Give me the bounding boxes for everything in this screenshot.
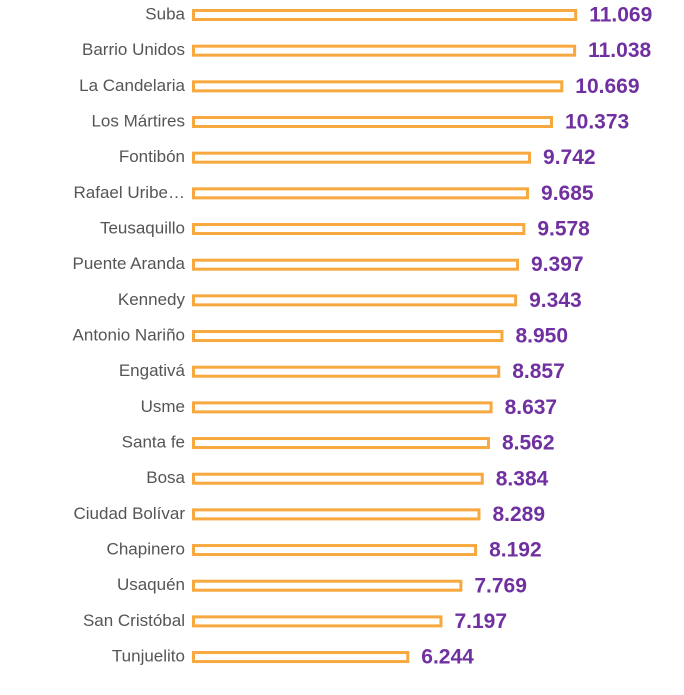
category-label: Usme (141, 397, 185, 416)
category-label: Suba (145, 4, 185, 23)
bar (192, 579, 463, 592)
category-label: Ciudad Bolívar (73, 504, 185, 523)
value-label: 10.373 (565, 111, 629, 134)
bar (192, 258, 520, 271)
category-label: Antonio Nariño (73, 326, 185, 345)
value-label: 8.950 (515, 325, 568, 348)
value-label: 9.397 (531, 253, 584, 276)
value-label: 7.197 (454, 610, 507, 633)
category-label: Kennedy (118, 290, 186, 309)
category-label: Engativá (119, 361, 186, 380)
bar (192, 294, 518, 307)
bar (192, 472, 484, 485)
bar (192, 401, 493, 414)
value-label: 8.289 (492, 503, 545, 526)
value-label: 8.562 (502, 432, 555, 455)
bar (192, 9, 578, 21)
category-label: Santa fe (122, 433, 185, 452)
bar (192, 365, 501, 378)
category-label: Puente Aranda (73, 254, 186, 273)
category-label: Fontibón (119, 147, 185, 166)
value-label: 9.343 (529, 289, 582, 312)
value-label: 11.038 (588, 39, 651, 62)
bar (192, 651, 410, 664)
value-label: 10.669 (575, 75, 639, 98)
bar (192, 223, 526, 236)
category-label: Los Mártires (91, 111, 185, 130)
bar (192, 615, 443, 628)
bar (192, 437, 490, 450)
value-label: 9.685 (541, 182, 594, 205)
category-label: La Candelaria (79, 76, 185, 95)
category-label: San Cristóbal (83, 611, 185, 630)
category-label: Bosa (146, 468, 185, 487)
category-label: Teusaquillo (100, 219, 185, 238)
category-label: Rafael Uribe… (74, 183, 186, 202)
bar (192, 508, 481, 521)
value-label: 8.192 (489, 539, 542, 562)
value-label: 9.578 (537, 218, 590, 241)
value-label: 8.637 (505, 396, 558, 419)
category-label: Tunjuelito (112, 647, 185, 666)
category-label: Usaquén (117, 575, 185, 594)
value-label: 11.069 (589, 4, 652, 27)
bar (192, 44, 577, 57)
category-label: Barrio Unidos (82, 40, 185, 59)
bar (192, 187, 530, 200)
value-label: 7.769 (474, 574, 527, 597)
bar (192, 330, 504, 343)
value-label: 8.384 (496, 467, 549, 490)
value-label: 8.857 (512, 360, 565, 383)
bar (192, 116, 553, 129)
bar (192, 544, 478, 557)
value-label: 9.742 (543, 146, 596, 169)
bar (192, 151, 532, 164)
value-label: 6.244 (421, 646, 474, 669)
bar (192, 80, 564, 93)
category-label: Chapinero (107, 540, 185, 559)
